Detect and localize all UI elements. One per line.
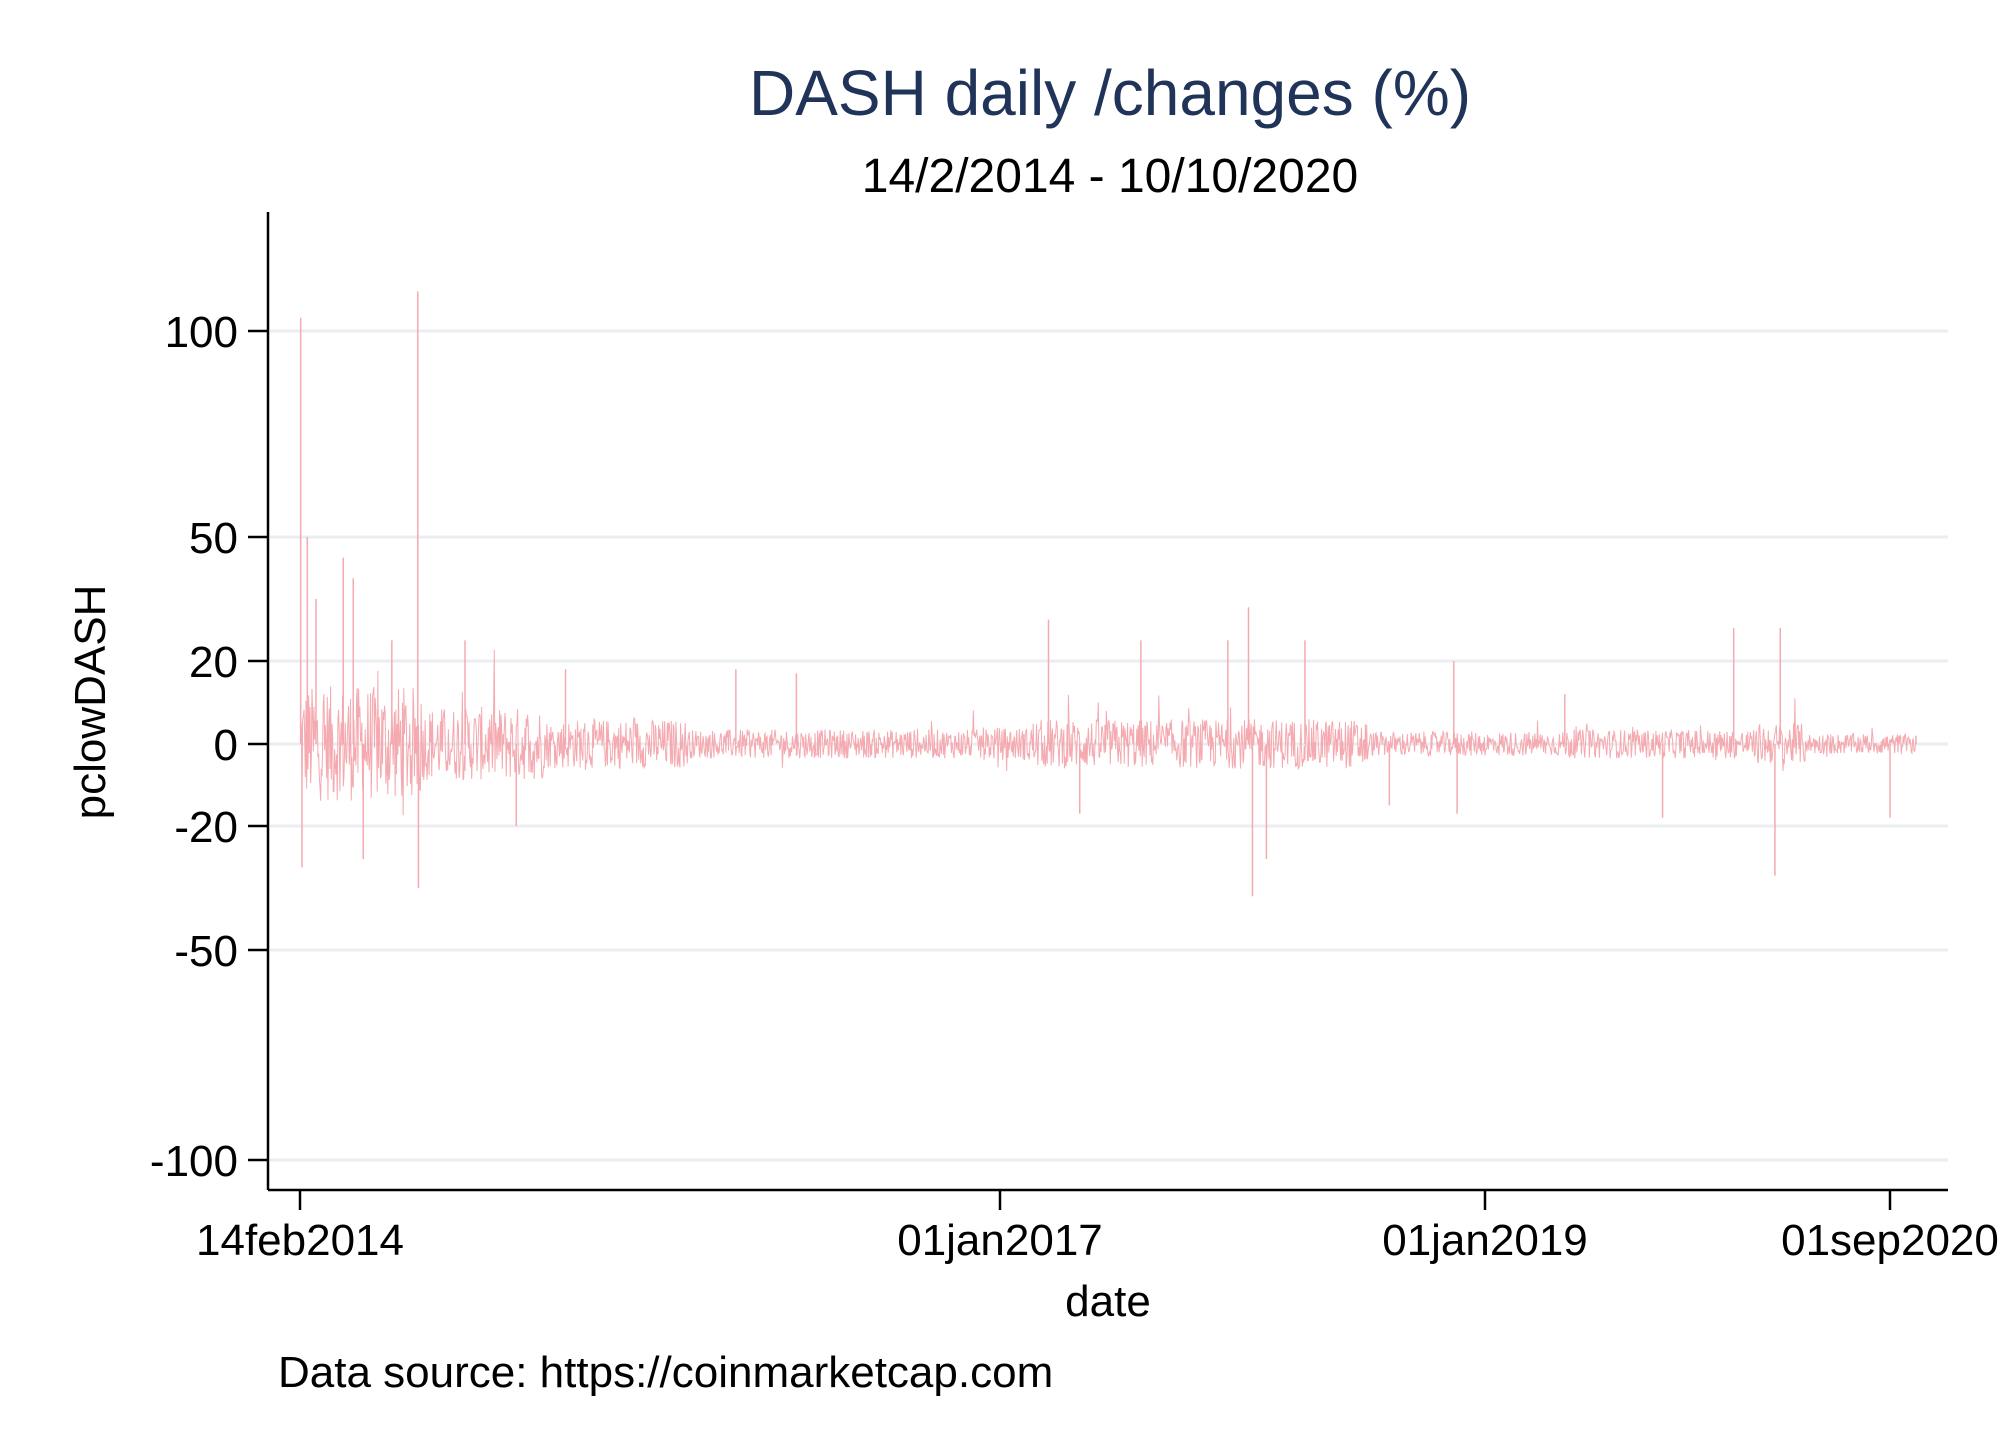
data-source-note: Data source: https://coinmarketcap.com — [278, 1348, 1053, 1397]
chart-title: DASH daily /changes (%) — [749, 57, 1471, 129]
x-axis-ticks: 14feb2014 01jan2017 01jan2019 01sep2020 — [196, 1190, 1999, 1265]
series-pclowDASH — [299, 291, 1917, 897]
y-tick-label: 100 — [165, 308, 238, 357]
x-axis-title: date — [1065, 1277, 1151, 1326]
series-line — [299, 649, 1917, 816]
y-tick-label: -20 — [174, 803, 238, 852]
y-tick-label: -50 — [174, 927, 238, 976]
y-tick-label: -100 — [150, 1137, 238, 1186]
y-axis-ticks: 100 50 20 0 -20 -50 -100 — [150, 308, 268, 1186]
y-tick-label: 20 — [189, 638, 238, 687]
x-tick-label: 14feb2014 — [196, 1216, 404, 1265]
y-tick-label: 50 — [189, 514, 238, 563]
chart-subtitle: 14/2/2014 - 10/10/2020 — [862, 150, 1358, 203]
y-tick-label: 0 — [214, 721, 238, 770]
x-tick-label: 01jan2017 — [897, 1216, 1103, 1265]
y-axis-title: pclowDASH — [66, 585, 115, 820]
x-tick-label: 01jan2019 — [1382, 1216, 1588, 1265]
x-tick-label: 01sep2020 — [1781, 1216, 1999, 1265]
